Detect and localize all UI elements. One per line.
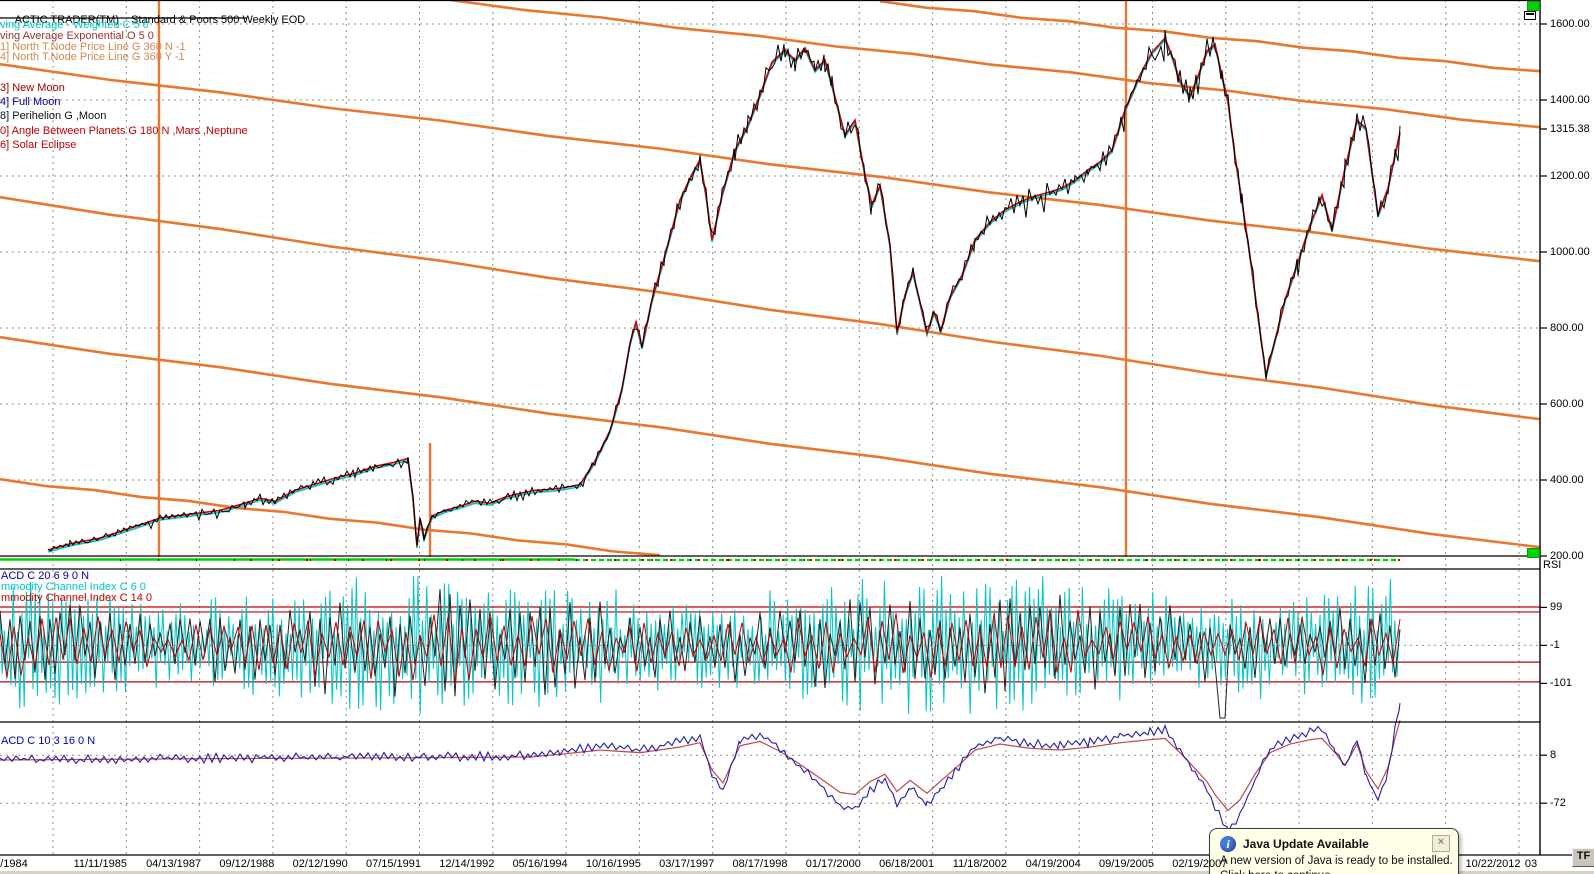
- gridlines: [0, 0, 1540, 855]
- node-line-flat-strip: [0, 558, 1400, 562]
- legend-perihelion: 8] Perihelion G ,Moon: [0, 110, 107, 122]
- date-axis-label: 01/17/2000: [805, 858, 861, 870]
- cci-oscillator: [0, 575, 1401, 719]
- date-axis-label: 04/19/2004: [1025, 858, 1081, 870]
- price-axis-label: 400.00: [1550, 474, 1584, 486]
- panel-corner-label: RSI: [1543, 559, 1562, 571]
- balloon-title-row: i Java Update Available: [1220, 836, 1369, 852]
- price-axis-label: 1600.00: [1550, 18, 1590, 30]
- legend-angle-planets: 0] Angle Between Planets G 180 N ,Mars ,…: [0, 125, 248, 137]
- cci-axis-label: -101: [1550, 677, 1573, 690]
- symbol-title: Standard & Poors 500 Weekly EOD: [131, 14, 306, 26]
- last-price-label: 1315.38: [1550, 123, 1590, 135]
- balloon-text[interactable]: A new version of Java is ready to be ins…: [1220, 855, 1453, 867]
- legend-solar-eclipse: 6] Solar Eclipse: [0, 139, 77, 151]
- legend-macd-bottom: ACD C 10 3 16 0 N: [1, 735, 96, 747]
- date-axis-label: 07/15/1991: [365, 858, 422, 870]
- macd-line: [0, 702, 1401, 834]
- legend-full-moon: 4] Full Moon: [0, 96, 61, 108]
- legend-new-moon: 3] New Moon: [0, 82, 65, 94]
- java-update-balloon[interactable]: i Java Update Available × A new version …: [1209, 828, 1459, 874]
- date-axis-label: 12/14/1992: [439, 858, 495, 870]
- date-axis-label: 09/19/2005: [1098, 858, 1155, 870]
- app-title: ACTIC TRADER(TM): [14, 14, 119, 26]
- macd-axis-label: -72: [1550, 797, 1566, 810]
- window-bottom-strip: [0, 871, 1594, 874]
- cci-axis-label: -1: [1550, 639, 1560, 652]
- chart-title-row: ACTIC TRADER(TM) Standard & Poors 500 We…: [3, 4, 306, 37]
- info-icon: i: [1220, 836, 1236, 852]
- ma-weighted-line: [47, 38, 1401, 553]
- legend-node-line-n: 1] North T.Node Price Line G 360 N -1: [0, 41, 186, 53]
- legend-node-line-y: 4] North T.Node Price Line G 360 Y -1: [0, 51, 185, 63]
- date-axis-label: 03/17/1997: [659, 858, 715, 870]
- date-axis-label: 08/17/1998: [732, 858, 788, 870]
- date-axis-label: 05/16/1994: [512, 858, 568, 870]
- date-axis-label-partial: 03: [1524, 858, 1538, 870]
- node-price-lines: [0, 0, 1541, 557]
- latest-bar-marker-bottom: [1527, 548, 1540, 558]
- macd-axis-label: 8: [1550, 749, 1557, 762]
- date-axis-label: 02/19/2007: [1172, 858, 1228, 870]
- ma-exponential-line: [47, 36, 1401, 551]
- date-axis-label: 10/22/2012: [1465, 858, 1521, 870]
- price-axis-label: 1000.00: [1550, 246, 1590, 258]
- date-axis-label: /1984: [0, 858, 28, 870]
- price-axis-label: 1400.00: [1550, 94, 1590, 106]
- date-axis-label: 09/12/1988: [219, 858, 275, 870]
- legend-cci-14: mmodity Channel Index C 14 0: [1, 592, 153, 604]
- legend-cci-6: mmodity Channel Index C 6 0: [1, 581, 146, 593]
- price-line: [47, 29, 1401, 552]
- date-axis-label: 02/12/1990: [292, 858, 348, 870]
- legend-macd-middle: ACD C 20 6 9 0 N: [1, 570, 90, 582]
- price-axis-label: 200.00: [1550, 550, 1584, 562]
- restore-window-icon[interactable]: [1524, 11, 1536, 20]
- close-icon[interactable]: ×: [1432, 835, 1450, 852]
- date-axis-label: 04/13/1987: [146, 858, 202, 870]
- axis-ticks: [1540, 23, 1547, 804]
- cci-axis-label: 99: [1550, 601, 1563, 614]
- balloon-title: Java Update Available: [1243, 837, 1369, 851]
- astro-event-vlines: [157, 0, 1128, 557]
- legend-ma-exponential: ving Average Exponential O 5 0: [0, 30, 154, 42]
- price-axis-label: 1200.00: [1550, 170, 1590, 182]
- price-axis-label: 800.00: [1550, 322, 1584, 334]
- latest-bar-marker-top: [1527, 1, 1540, 11]
- date-axis-label: 06/18/2001: [879, 858, 935, 870]
- legend-ma-weighted: ving Average - Weighted C 5 0: [0, 19, 149, 31]
- date-axis-label: 11/18/2002: [952, 858, 1008, 870]
- date-axis-label: 11/11/1985: [73, 858, 128, 870]
- balloon-text-2[interactable]: Click here to continue...: [1220, 870, 1340, 874]
- price-axis-label: 600.00: [1550, 398, 1584, 410]
- timeframe-button[interactable]: TF: [1572, 848, 1594, 867]
- date-axis-label: 10/16/1995: [585, 858, 641, 870]
